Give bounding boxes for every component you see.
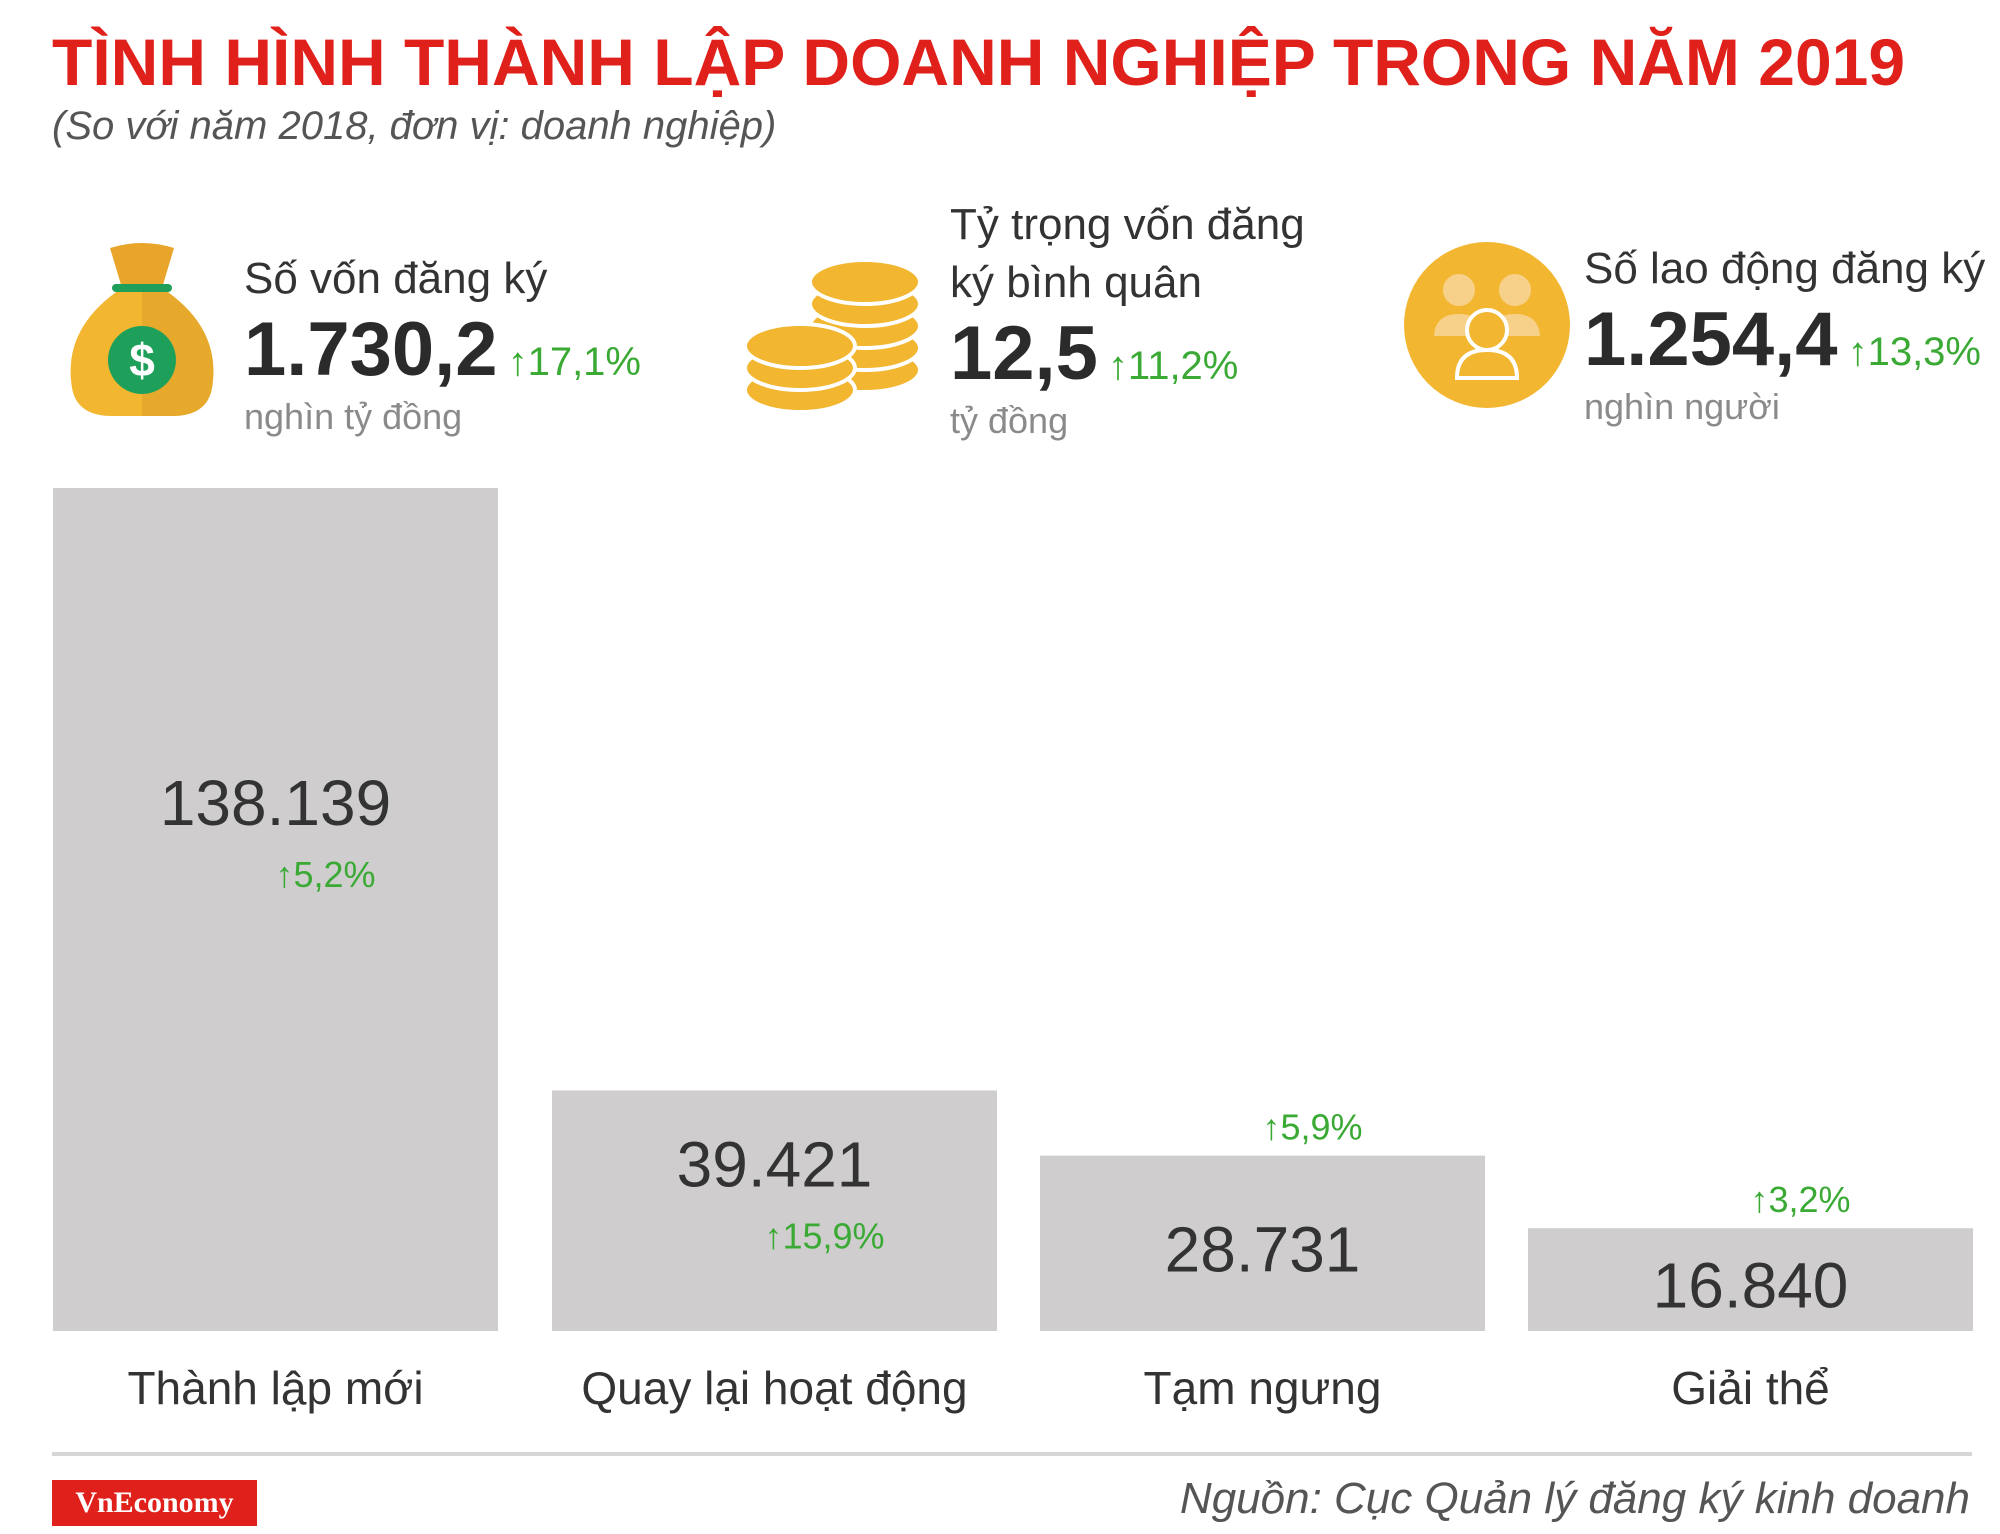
svg-text:$: $	[129, 334, 155, 386]
bar-2	[552, 1090, 997, 1331]
kpi-change: ↑17,1%	[507, 340, 641, 384]
kpi-unit: nghìn tỷ đồng	[244, 396, 463, 437]
bar-value-label: 39.421	[677, 1129, 873, 1201]
brand-logo: VnEconomy	[52, 1480, 257, 1526]
kpi-value: 1.730,2	[244, 307, 498, 392]
bar-change-label: ↑5,9%	[1262, 1107, 1362, 1148]
kpi-unit: nghìn người	[1584, 386, 1780, 427]
people-icon	[1404, 242, 1570, 408]
bar-change-label: ↑5,2%	[275, 854, 375, 895]
page-title: TÌNH HÌNH THÀNH LẬP DOANH NGHIỆP TRONG N…	[52, 25, 1906, 99]
kpi-unit: tỷ đồng	[950, 400, 1069, 441]
bar-value-label: 138.139	[160, 767, 391, 839]
bar-1	[53, 488, 498, 1331]
kpi-label: Tỷ trọng vốn đăng	[950, 200, 1305, 249]
money-bag-icon: $	[70, 243, 214, 416]
category-label: Thành lập mới	[127, 1362, 423, 1414]
bar-3	[1040, 1155, 1485, 1331]
up-arrow-icon: ↑	[1847, 330, 1868, 374]
kpi-label: Số vốn đăng ký	[244, 254, 548, 303]
kpi-label-line2: ký bình quân	[950, 258, 1202, 307]
kpi-average-capital: Tỷ trọng vốn đăng ký bình quân 12,5 ↑11,…	[950, 196, 1305, 446]
page-subtitle: (So với năm 2018, đơn vị: doanh nghiệp)	[52, 104, 777, 148]
kpi-label: Số lao động đăng ký	[1584, 244, 1986, 293]
coins-icon	[743, 258, 922, 414]
kpi-registered-labor: Số lao động đăng ký 1.254,4 ↑13,3% nghìn…	[1584, 240, 1985, 432]
up-arrow-icon: ↑	[1107, 344, 1128, 388]
kpi-value: 1.254,4	[1584, 297, 1838, 382]
kpi-change: ↑13,3%	[1847, 330, 1981, 374]
bar-value-label: 16.840	[1653, 1250, 1849, 1322]
up-arrow-icon: ↑	[507, 340, 528, 384]
bar-change-label: ↑3,2%	[1750, 1179, 1850, 1220]
bar-4	[1528, 1228, 1973, 1331]
category-label: Giải thể	[1671, 1362, 1830, 1414]
bar-value-label: 28.731	[1165, 1213, 1361, 1285]
category-label: Quay lại hoạt động	[581, 1362, 967, 1414]
bar-change-label: ↑15,9%	[764, 1216, 884, 1257]
kpi-change: ↑11,2%	[1107, 344, 1239, 388]
footer-divider	[52, 1452, 1972, 1456]
kpi-value: 12,5	[950, 311, 1098, 396]
source-note: Nguồn: Cục Quản lý đăng ký kinh doanh	[1179, 1474, 1970, 1523]
category-label: Tạm ngưng	[1144, 1362, 1382, 1414]
kpi-registered-capital: Số vốn đăng ký 1.730,2 ↑17,1% nghìn tỷ đ…	[244, 250, 641, 442]
